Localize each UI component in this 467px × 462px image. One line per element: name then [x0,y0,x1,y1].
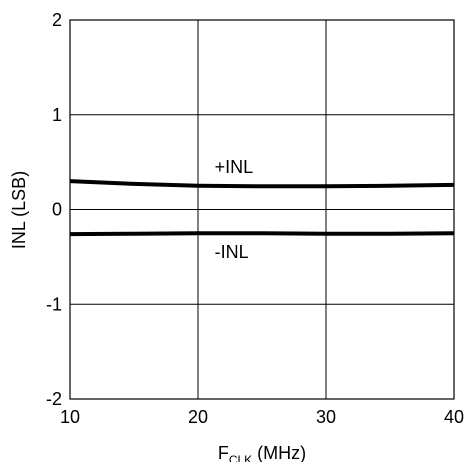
x-axis-title-unit: (MHz) [252,443,306,462]
y-axis-title: INL (LSB) [9,171,29,249]
x-tick-label-0: 10 [60,407,80,427]
y-tick-labels: -2 -1 0 1 2 [46,10,62,409]
x-axis-title: FCLK (MHz) [218,443,306,462]
y-tick-label-2: 0 [52,200,62,220]
y-tick-label-3: 1 [52,105,62,125]
series-group [69,179,455,237]
annotations: +INL -INL [215,157,254,262]
y-tick-label-0: -2 [46,389,62,409]
series-line-0 [69,179,455,189]
grid-lines [70,20,454,399]
x-tick-label-3: 40 [444,407,464,427]
y-tick-label-1: -1 [46,294,62,314]
series-annotation-0: +INL [215,157,254,177]
x-axis-title-subscript: CLK [229,453,252,462]
x-tick-label-2: 30 [316,407,336,427]
x-axis-title-main: F [218,443,229,462]
series-annotation-1: -INL [215,242,249,262]
plot-frame [69,19,455,400]
series-line-1 [69,231,455,237]
y-tick-label-4: 2 [52,10,62,30]
x-tick-label-1: 20 [188,407,208,427]
x-tick-labels: 10 20 30 40 [60,407,464,427]
